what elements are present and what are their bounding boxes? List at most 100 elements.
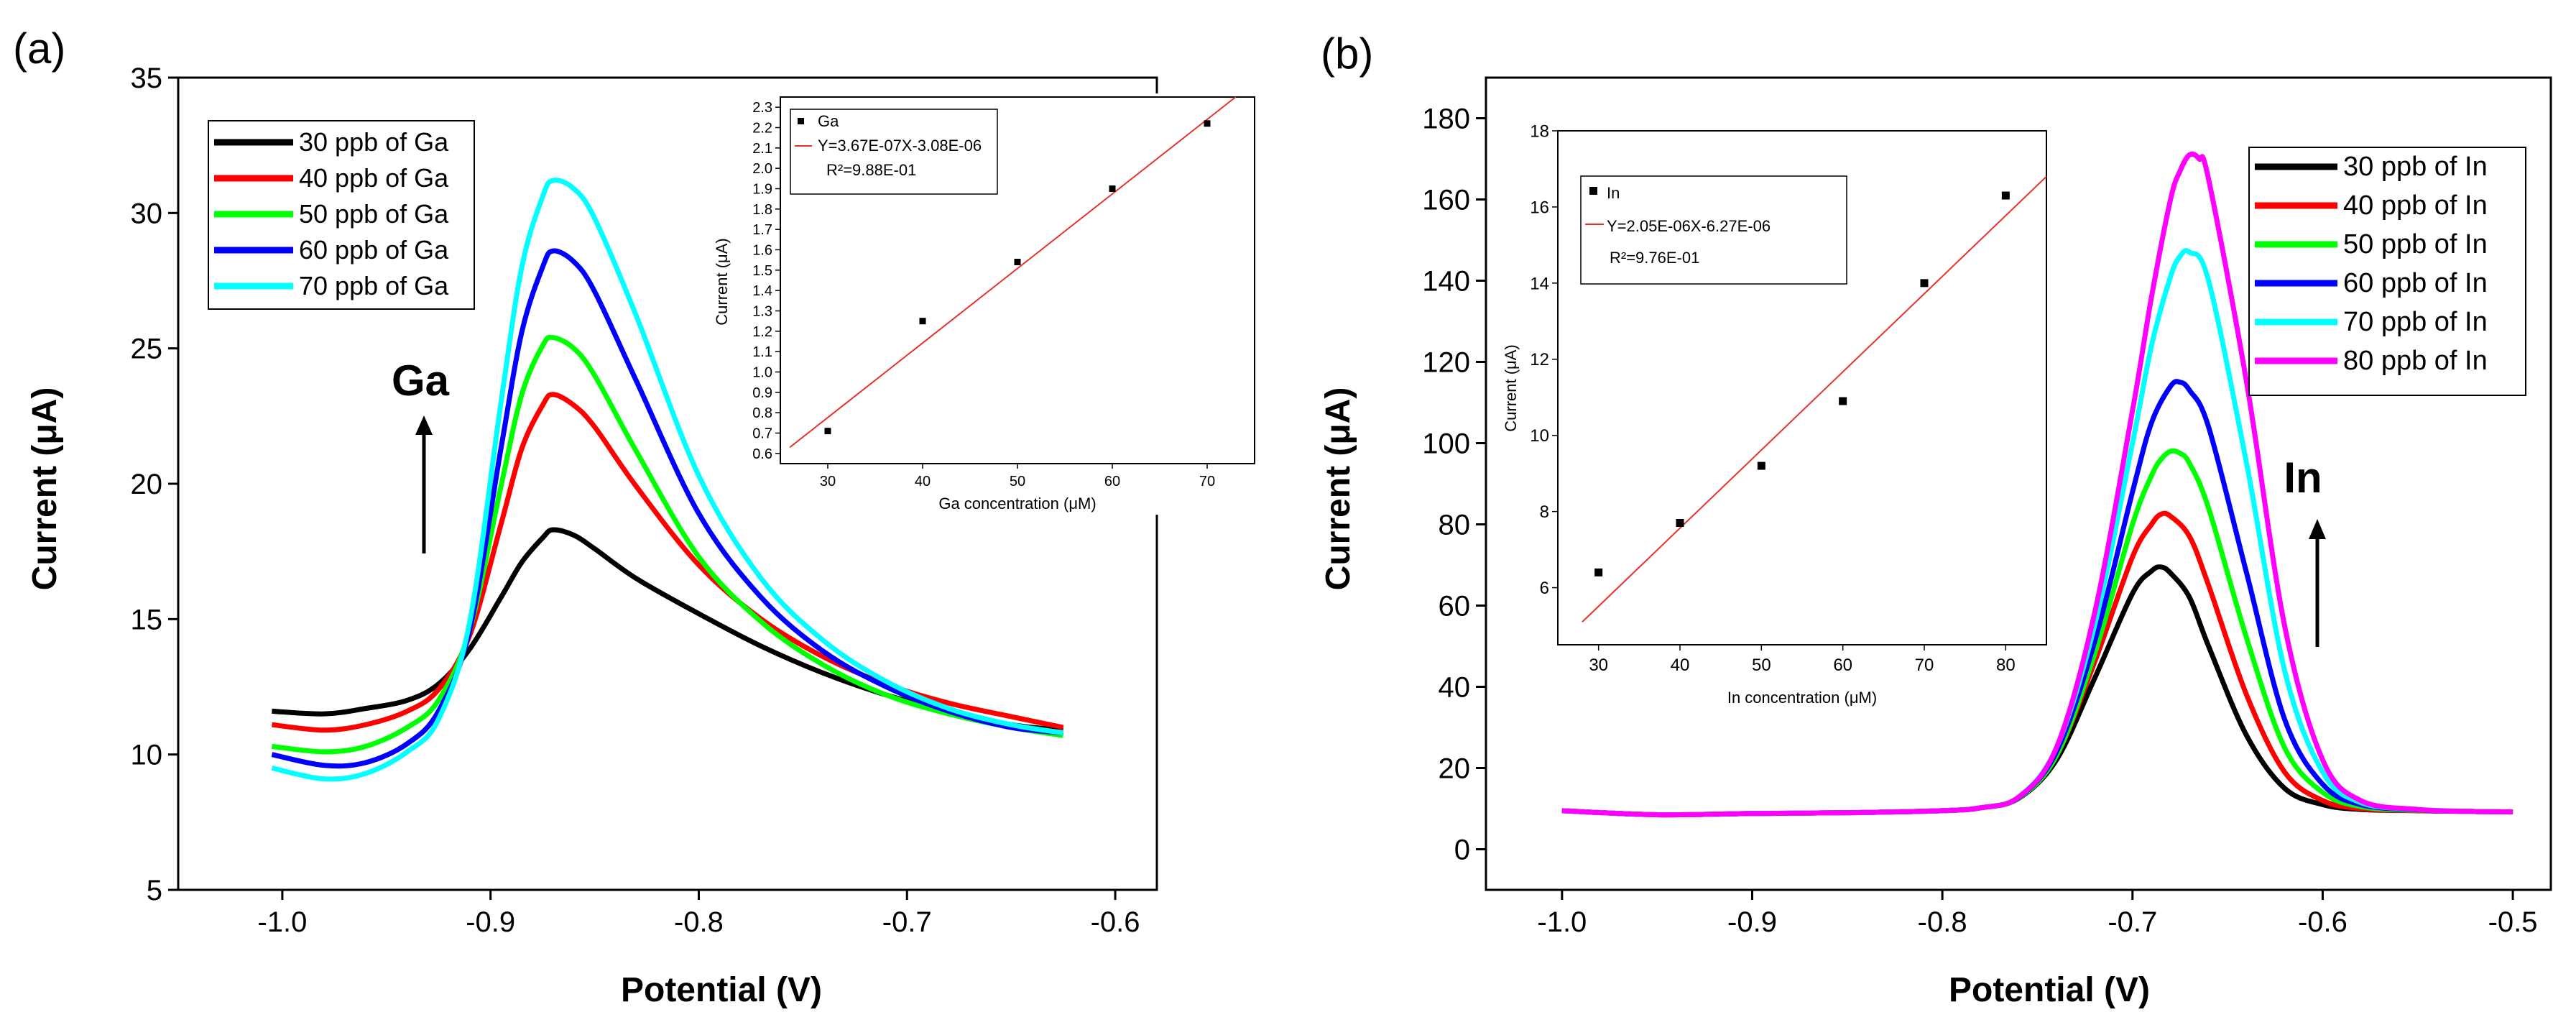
panel-b-inset-legend-label: In (1607, 184, 1620, 202)
panel-b-inset-x-axis-title: In concentration (μM) (1727, 689, 1877, 707)
panel-a-annotation-label: Ga (392, 357, 450, 405)
x-tick-label: -0.5 (2488, 906, 2538, 938)
inset-data-point (1757, 461, 1765, 470)
panel-a-legend-items: 30 ppb of Ga 40 ppb of Ga 50 ppb of Ga 60 p… (214, 127, 449, 300)
panel-b-annotation-arrowhead (2309, 519, 2326, 539)
panel-a: (a) -1.0 -0.9 -0.8 -0.7 -0.6 5 10 15 20 25 30 35 P… (13, 24, 1261, 1009)
inset-x-tick-label: 50 (1010, 474, 1025, 489)
inset-x-tick-label: 60 (1833, 656, 1852, 675)
legend-label-2: 40 ppb of In (2343, 190, 2488, 221)
inset-fit-line (789, 96, 1237, 449)
inset-data-point (1920, 279, 1929, 288)
panel-a-x-axis-title: Potential (V) (621, 971, 822, 1009)
panel-b-inset-legend-marker (1589, 187, 1597, 195)
panel-a-inset-r-squared: R²=9.88E-01 (826, 161, 916, 179)
y-tick-label: 160 (1422, 185, 1470, 216)
panel-b-legend-items: 30 ppb of In 40 ppb of In 50 ppb of In 60 p… (2255, 152, 2488, 376)
panel-a-inset-fit-equation: Y=3.67E-07X-3.08E-06 (818, 137, 982, 155)
y-tick-label: 40 (1439, 672, 1471, 704)
panel-a-inset-y-axis-title: Current (μA) (713, 238, 731, 325)
x-tick-label: -0.7 (882, 906, 932, 938)
y-tick-label: 100 (1422, 428, 1470, 460)
inset-y-tick-label: 1.8 (752, 202, 772, 218)
inset-y-tick-label: 18 (1530, 121, 1549, 141)
inset-y-tick-label: 2.2 (752, 121, 772, 137)
panel-a-inset-legend-marker (798, 118, 804, 124)
inset-x-tick-label: 30 (820, 474, 836, 489)
series-line-3 (272, 334, 1064, 755)
legend-label-4: 60 ppb of Ga (299, 235, 449, 265)
x-tick-label: -0.9 (1727, 906, 1777, 938)
inset-data-point (1839, 397, 1847, 405)
inset-x-tick-label: 60 (1104, 474, 1120, 489)
inset-y-tick-label: 1.5 (752, 263, 772, 279)
legend-label-5: 70 ppb of In (2343, 307, 2488, 337)
legend-label-3: 50 ppb of Ga (299, 199, 449, 229)
panel-b-inset-y-ticks: 6 8 10 12 14 16 18 (1530, 121, 1558, 598)
x-tick-label: -0.8 (674, 906, 724, 938)
panel-b-y-axis-title: Current (μA) (1319, 387, 1357, 591)
inset-y-tick-label: 1.1 (752, 344, 772, 360)
panel-a-inset: 30 40 50 60 70 0.6 0.7 0.8 0.9 1.0 1.1 1.2 1.3 1.4 1.… (713, 93, 1261, 515)
y-tick-label: 0 (1454, 835, 1470, 866)
panel-b-inset-fit-equation: Y=2.05E-06X-6.27E-06 (1607, 217, 1771, 235)
inset-y-tick-label: 2.1 (752, 141, 772, 157)
inset-data-point (2001, 191, 2010, 200)
y-tick-label: 20 (131, 469, 163, 500)
panel-a-inset-points (824, 120, 1211, 435)
y-tick-label: 180 (1422, 104, 1470, 135)
inset-y-tick-label: 0.6 (752, 446, 772, 462)
inset-x-tick-label: 70 (1199, 474, 1215, 489)
y-tick-label: 60 (1439, 591, 1471, 622)
inset-x-tick-label: 40 (915, 474, 931, 489)
panel-b-inset-y-axis-title: Current (μA) (1502, 344, 1520, 431)
inset-y-tick-label: 2.0 (752, 161, 772, 177)
inset-x-tick-label: 40 (1671, 656, 1690, 675)
inset-data-point (1204, 120, 1211, 127)
series-line-6 (1561, 151, 2513, 818)
panel-a-x-ticks: -1.0 -0.9 -0.8 -0.7 -0.6 (257, 890, 1140, 938)
inset-y-tick-label: 1.0 (752, 365, 772, 381)
legend-label-2: 40 ppb of Ga (299, 163, 449, 193)
y-tick-label: 35 (131, 63, 163, 94)
panel-a-label: (a) (13, 24, 65, 73)
panel-b-label: (b) (1321, 29, 1373, 78)
inset-y-tick-label: 2.3 (752, 100, 772, 116)
inset-x-tick-label: 80 (1996, 656, 2016, 675)
inset-y-tick-label: 1.7 (752, 222, 772, 238)
y-tick-label: 140 (1422, 266, 1470, 298)
inset-y-tick-label: 0.8 (752, 405, 772, 421)
inset-y-tick-label: 1.6 (752, 243, 772, 259)
y-tick-label: 5 (147, 875, 162, 906)
inset-y-tick-label: 1.4 (752, 283, 772, 299)
inset-data-point (1594, 568, 1603, 576)
legend-label-5: 70 ppb of Ga (299, 271, 449, 300)
panel-b-series (1561, 151, 2513, 818)
inset-y-tick-label: 16 (1530, 198, 1549, 217)
x-tick-label: -1.0 (1537, 906, 1587, 938)
panel-b-y-ticks: 0 20 40 60 80 100 120 140 160 180 (1422, 104, 1486, 866)
inset-y-tick-label: 10 (1530, 426, 1549, 446)
panel-b-annotation-label: In (2284, 454, 2322, 502)
panel-b-inset: 30 40 50 60 70 80 6 8 10 12 14 16 18 In concentrati… (1493, 115, 2054, 717)
panel-b-inset-legend (1580, 175, 1847, 285)
panel-b-inset-fit (1582, 175, 2047, 622)
x-tick-label: -0.6 (1091, 906, 1140, 938)
panel-a-series (271, 178, 1064, 782)
legend-label-1: 30 ppb of In (2343, 152, 2488, 182)
inset-y-tick-label: 1.9 (752, 182, 772, 198)
panel-a-inset-x-ticks: 30 40 50 60 70 (820, 464, 1215, 489)
x-tick-label: -0.7 (2108, 906, 2157, 938)
y-tick-label: 80 (1439, 510, 1471, 541)
y-tick-label: 15 (131, 604, 163, 635)
inset-y-tick-label: 6 (1540, 579, 1549, 598)
panel-b-legend (2248, 147, 2526, 396)
legend-label-6: 80 ppb of In (2343, 346, 2488, 376)
panel-b: (b) -1.0 -0.9 -0.8 -0.7 -0.6 -0.5 0 20 40 60 80 10… (1319, 29, 2552, 1009)
panel-a-y-axis-title: Current (μA) (26, 387, 64, 591)
y-tick-label: 120 (1422, 347, 1470, 379)
inset-fit-line (1582, 175, 2047, 622)
inset-x-tick-label: 70 (1915, 656, 1934, 675)
inset-y-tick-label: 8 (1540, 502, 1549, 522)
